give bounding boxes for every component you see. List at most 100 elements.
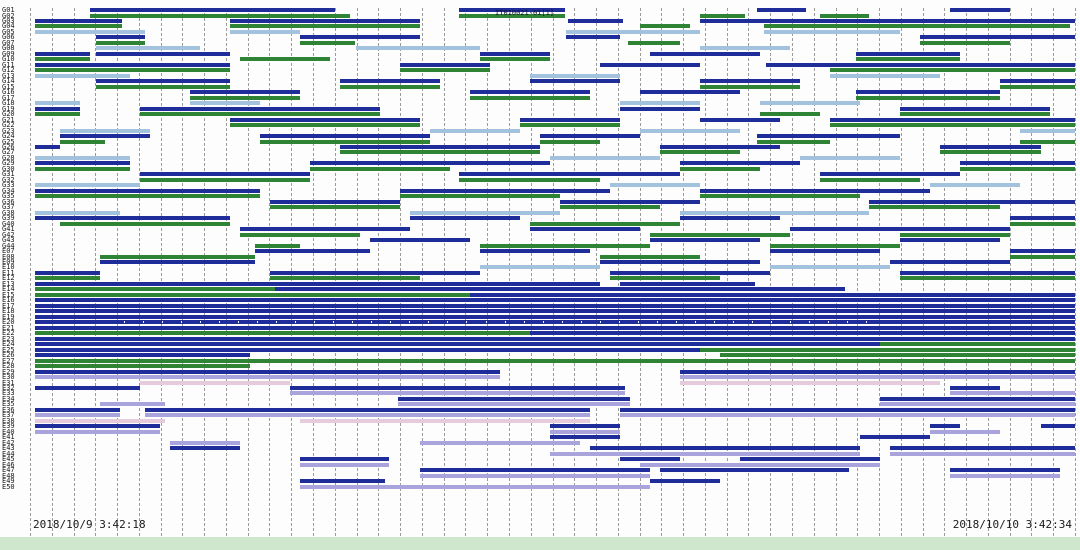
bar-tick-mark [200, 321, 202, 324]
gantt-bar [170, 446, 241, 451]
gantt-bar [620, 106, 700, 111]
gridline [204, 8, 206, 536]
row-label: E37 [2, 411, 15, 420]
gantt-bar [529, 79, 621, 84]
gantt-bar [480, 265, 600, 270]
gantt-bar [620, 281, 756, 286]
row-label: G01 [2, 6, 15, 14]
gantt-bar [410, 210, 560, 215]
row-label: G06 [2, 33, 15, 42]
gantt-bar [469, 292, 1075, 297]
gantt-bar [960, 161, 1075, 166]
bar-tick-mark [428, 321, 430, 324]
row-label: E48 [2, 471, 15, 480]
bar-tick-mark [257, 321, 259, 324]
gantt-bar [35, 331, 530, 336]
bar-tick-mark [694, 321, 696, 324]
gantt-bar [855, 90, 1000, 95]
row-label: E14 [2, 285, 15, 294]
gantt-bar [1010, 216, 1075, 221]
plot-area [30, 8, 1075, 490]
gantt-bar [299, 479, 386, 483]
gantt-bar [949, 385, 1000, 390]
gantt-bar [940, 144, 1041, 149]
gantt-bar [35, 375, 501, 379]
bar-tick-mark [504, 321, 506, 324]
gantt-bar [739, 457, 880, 462]
gantt-bar [35, 303, 1075, 308]
row-label: E40 [2, 428, 15, 436]
bar-tick-mark [390, 321, 392, 324]
gantt-bar [60, 221, 230, 226]
gantt-bar [855, 57, 961, 62]
gantt-bar [399, 68, 490, 73]
bar-tick-mark [580, 321, 582, 324]
gantt-bar [459, 13, 566, 18]
gantt-bar [800, 155, 901, 160]
gantt-bar [1019, 128, 1075, 133]
gantt-bar [399, 188, 610, 193]
row-label: E11 [2, 269, 15, 277]
gantt-bar [100, 402, 165, 407]
gantt-bar [299, 462, 390, 467]
gantt-bar [679, 375, 1075, 379]
gantt-bar [35, 51, 90, 56]
row-label: E45 [2, 455, 15, 463]
gantt-bar [599, 62, 700, 67]
bar-tick-mark [542, 321, 544, 324]
gantt-bar [699, 46, 790, 51]
gantt-bar [35, 314, 1075, 319]
gantt-bar [60, 128, 151, 133]
gantt-bar [679, 380, 941, 385]
gantt-bar [35, 270, 100, 275]
gridline [487, 8, 489, 536]
row-label: E47 [2, 466, 15, 474]
gantt-bar [35, 183, 140, 188]
bar-tick-mark [162, 321, 164, 324]
row-label: G09 [2, 50, 15, 58]
gantt-bar [649, 479, 720, 483]
row-label: G15 [2, 82, 15, 91]
bar-tick-mark [352, 321, 354, 324]
row-label: G36 [2, 197, 15, 206]
gantt-bar [599, 254, 700, 259]
gantt-bar [459, 8, 566, 12]
gantt-bar [929, 424, 961, 429]
row-label: E38 [2, 417, 15, 425]
gantt-bar [419, 440, 580, 445]
gantt-bar [949, 391, 1075, 396]
gantt-bar [859, 435, 930, 440]
row-label: E44 [2, 449, 15, 458]
gantt-bar [900, 106, 1050, 111]
gridline [813, 8, 815, 536]
row-label: E12 [2, 274, 15, 283]
timestamp-start: 2018/10/9 3:42:18 [33, 518, 146, 531]
row-label: E26 [2, 351, 15, 359]
gantt-bar [949, 473, 1061, 478]
gantt-bar [568, 19, 623, 23]
gridline [138, 8, 140, 536]
gridline [269, 8, 271, 536]
gantt-bar [609, 276, 720, 281]
gantt-bar [35, 73, 131, 78]
gantt-bar [529, 73, 621, 78]
row-label: G39 [2, 214, 15, 222]
gantt-bar [529, 331, 1075, 336]
gantt-bar [35, 106, 81, 111]
row-label: G35 [2, 192, 15, 201]
gantt-bar [35, 292, 470, 297]
row-label: G14 [2, 77, 15, 86]
row-label: G32 [2, 176, 15, 184]
row-label: E30 [2, 373, 15, 381]
bar-tick-mark [637, 321, 639, 324]
bar-tick-mark [713, 321, 715, 324]
gantt-bar [609, 270, 770, 275]
gantt-bar [290, 391, 625, 396]
row-label: E46 [2, 460, 15, 469]
gantt-bar [699, 79, 801, 84]
bar-tick-mark [143, 321, 145, 324]
gantt-bar [35, 413, 120, 418]
row-label: G30 [2, 165, 15, 173]
gantt-bar [270, 205, 400, 210]
row-label: E43 [2, 444, 15, 453]
